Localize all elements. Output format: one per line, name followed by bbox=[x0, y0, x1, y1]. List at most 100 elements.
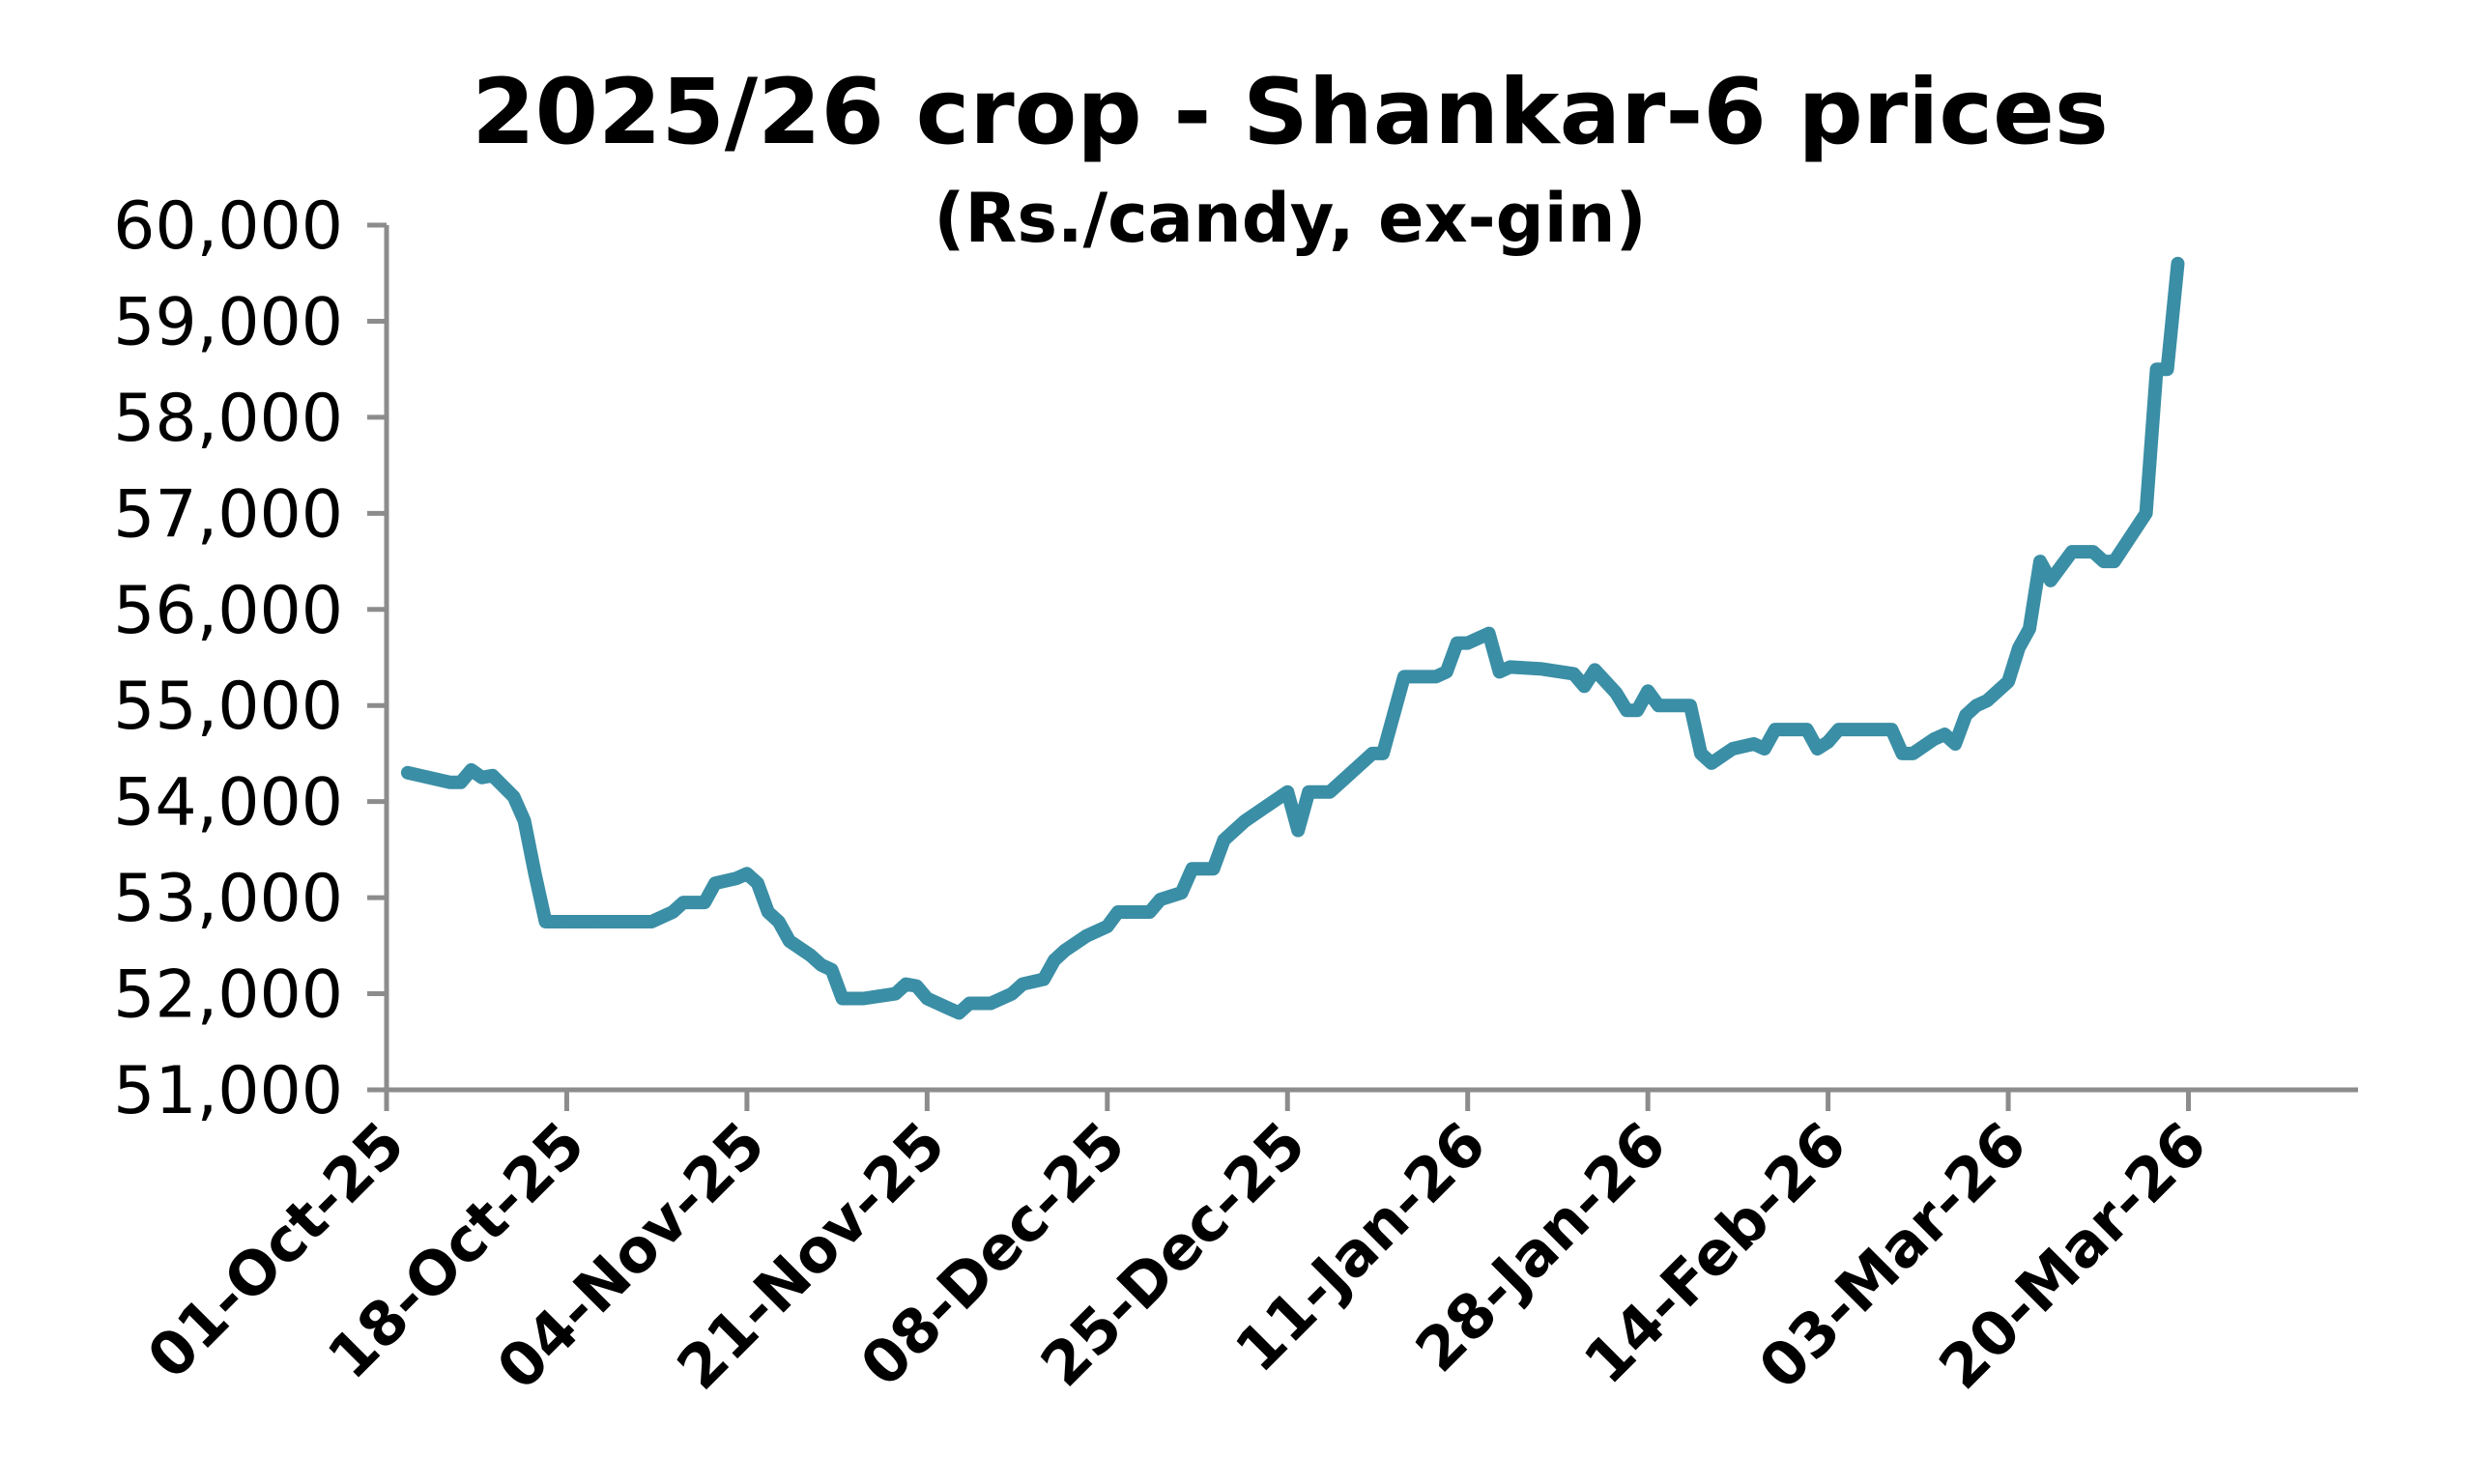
chart-title: 2025/26 crop - Shankar-6 prices bbox=[472, 60, 2109, 165]
data-point bbox=[1572, 672, 1574, 674]
data-point bbox=[1435, 675, 1437, 677]
data-point bbox=[2177, 263, 2178, 265]
data-point bbox=[831, 969, 833, 971]
data-point bbox=[1064, 950, 1066, 952]
data-point bbox=[842, 998, 844, 999]
data-point bbox=[682, 901, 684, 903]
data-point bbox=[735, 877, 737, 879]
data-point bbox=[1689, 704, 1691, 706]
data-point bbox=[1107, 926, 1108, 928]
data-point bbox=[1181, 892, 1183, 894]
data-point bbox=[1933, 738, 1935, 740]
data-point bbox=[1329, 791, 1331, 793]
data-point bbox=[990, 1003, 992, 1004]
data-point bbox=[471, 769, 473, 771]
data-point bbox=[1244, 820, 1246, 822]
data-point bbox=[1986, 699, 1988, 701]
y-tick-label: 54,000 bbox=[113, 765, 343, 842]
data-point bbox=[1043, 979, 1045, 981]
series-layer bbox=[400, 256, 2185, 1020]
data-point bbox=[1890, 728, 1892, 730]
data-point bbox=[2092, 551, 2094, 553]
y-tick-label: 56,000 bbox=[113, 573, 343, 649]
data-point bbox=[895, 993, 896, 995]
data-point bbox=[513, 796, 515, 798]
data-point bbox=[1160, 899, 1162, 900]
data-point bbox=[1657, 704, 1659, 706]
y-tick-label: 52,000 bbox=[113, 957, 343, 1034]
data-point bbox=[2156, 368, 2158, 370]
data-point bbox=[1647, 690, 1649, 692]
data-point bbox=[1732, 748, 1734, 750]
data-point bbox=[545, 921, 546, 923]
data-point bbox=[1192, 868, 1193, 870]
data-point bbox=[1382, 753, 1384, 755]
data-point bbox=[2071, 551, 2073, 553]
data-point bbox=[1975, 704, 1977, 706]
data-point bbox=[1371, 753, 1373, 755]
data-point bbox=[2007, 680, 2009, 682]
data-point bbox=[926, 998, 928, 999]
data-point bbox=[1625, 709, 1627, 711]
data-point bbox=[2145, 512, 2147, 514]
data-point bbox=[767, 911, 769, 913]
data-point bbox=[714, 882, 716, 884]
chart-subtitle: (Rs./candy, ex-gin) bbox=[934, 179, 1646, 258]
data-point bbox=[597, 921, 599, 923]
data-point bbox=[1499, 671, 1501, 672]
data-point bbox=[1053, 959, 1055, 961]
data-point bbox=[1117, 911, 1119, 913]
y-tick-label: 53,000 bbox=[113, 861, 343, 937]
data-point bbox=[1213, 868, 1214, 870]
data-point bbox=[492, 775, 494, 777]
data-point bbox=[1594, 669, 1596, 671]
data-point bbox=[672, 911, 674, 913]
data-point bbox=[1700, 753, 1702, 755]
y-tick-label: 55,000 bbox=[113, 669, 343, 745]
data-point bbox=[1350, 772, 1352, 774]
data-point bbox=[1265, 806, 1267, 808]
data-point bbox=[1467, 642, 1469, 644]
data-point bbox=[1286, 791, 1288, 793]
data-point bbox=[2028, 628, 2030, 630]
data-point bbox=[863, 998, 864, 999]
y-axis: 51,000 52,000 53,000 54,000 55,000 56,000 57,0… bbox=[113, 188, 389, 1129]
data-point bbox=[566, 921, 567, 923]
data-point bbox=[746, 872, 748, 874]
data-point bbox=[460, 782, 462, 784]
data-point bbox=[2039, 560, 2041, 562]
data-point bbox=[757, 882, 759, 884]
data-point bbox=[1615, 692, 1617, 694]
data-point bbox=[1446, 671, 1448, 672]
data-point bbox=[2167, 368, 2169, 370]
data-point bbox=[778, 921, 780, 923]
data-point bbox=[1636, 709, 1638, 711]
data-point bbox=[1456, 642, 1458, 644]
data-point bbox=[1149, 911, 1151, 913]
data-point bbox=[481, 777, 483, 779]
data-point bbox=[1085, 935, 1087, 937]
data-point bbox=[1764, 748, 1766, 750]
y-tick-label: 59,000 bbox=[113, 284, 343, 360]
data-point bbox=[1806, 728, 1808, 730]
data-point bbox=[534, 872, 535, 874]
data-point bbox=[1943, 733, 1945, 735]
data-point bbox=[524, 820, 526, 822]
data-point bbox=[2050, 580, 2052, 582]
data-point bbox=[1838, 728, 1840, 730]
data-point bbox=[407, 772, 409, 774]
data-point bbox=[1753, 743, 1755, 745]
data-point bbox=[1297, 830, 1299, 831]
data-point bbox=[1583, 685, 1585, 687]
data-point bbox=[1954, 743, 1956, 745]
data-point bbox=[1403, 675, 1405, 677]
data-point bbox=[915, 985, 917, 987]
y-tick-label: 51,000 bbox=[113, 1053, 343, 1129]
data-point bbox=[650, 921, 652, 923]
data-point bbox=[820, 964, 822, 966]
data-point bbox=[1011, 993, 1013, 995]
data-point bbox=[2103, 560, 2105, 562]
data-point bbox=[968, 1003, 970, 1004]
